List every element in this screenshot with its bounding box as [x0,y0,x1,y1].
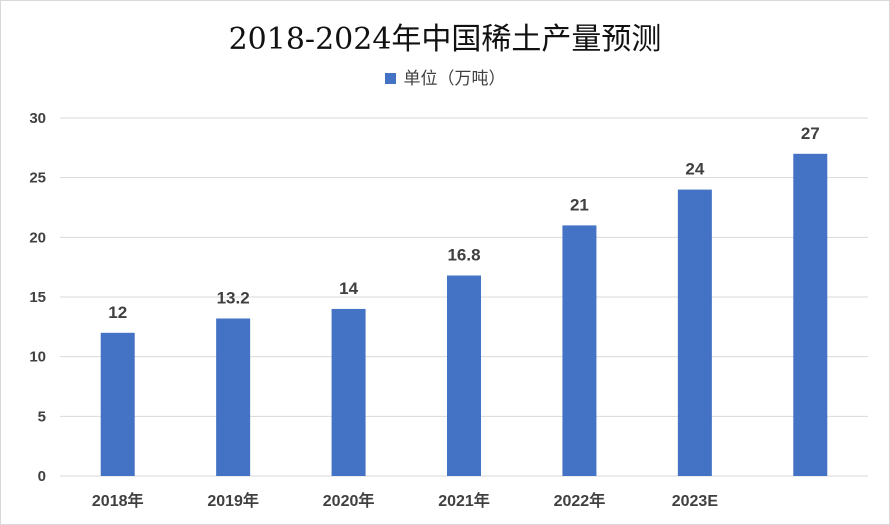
bar [216,318,251,476]
x-tick-label: 2022年 [554,491,606,510]
x-tick-label: 2021年 [438,491,490,510]
data-label: 24 [685,160,704,179]
bar [562,225,597,476]
data-label: 12 [108,303,127,322]
x-tick-label: 2020年 [323,491,375,510]
bar [793,153,828,477]
x-tick-label: 2023E [672,493,719,510]
bar [447,275,481,476]
y-tick-label: 0 [38,468,46,485]
legend-swatch [384,73,396,84]
data-label: 27 [801,124,820,143]
y-tick-label: 5 [38,408,46,425]
y-tick-label: 20 [29,229,46,246]
y-tick-label: 10 [29,349,46,366]
y-tick-label: 15 [29,289,46,306]
x-tick-label: 2018年 [92,491,144,510]
chart-legend: 单位（万吨） [0,64,890,89]
data-label: 21 [570,195,589,214]
bar [100,332,135,476]
y-tick-label: 30 [29,110,46,127]
x-tick-label: 2019年 [207,491,259,510]
chart-title: 2018-2024年中国稀土产量预测 [228,22,662,57]
data-label: 14 [339,279,358,298]
data-label: 13.2 [217,288,250,307]
y-tick-label: 25 [29,170,46,187]
bar [677,189,712,476]
data-label: 16.8 [447,246,480,265]
bar [331,308,366,476]
legend-label: 单位（万吨） [403,69,506,88]
